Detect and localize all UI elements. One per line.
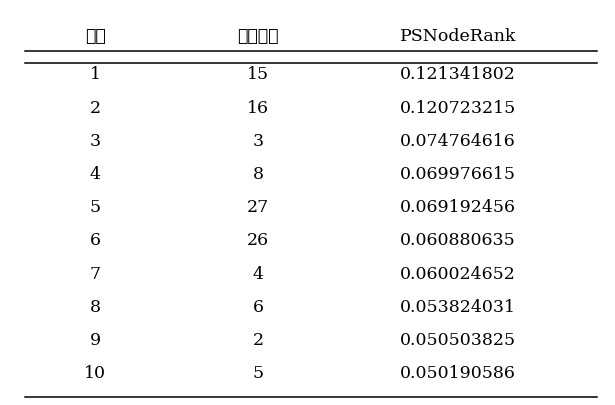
Text: 26: 26 bbox=[247, 232, 269, 249]
Text: 0.069192456: 0.069192456 bbox=[400, 199, 516, 216]
Text: 0.069976615: 0.069976615 bbox=[400, 166, 516, 183]
Text: 3: 3 bbox=[90, 133, 101, 150]
Text: PSNodeRank: PSNodeRank bbox=[400, 28, 517, 45]
Text: 1: 1 bbox=[90, 66, 101, 83]
Text: 0.050503825: 0.050503825 bbox=[400, 332, 516, 349]
Text: 15: 15 bbox=[247, 66, 269, 83]
Text: 0.060880635: 0.060880635 bbox=[400, 232, 516, 249]
Text: 0.120723215: 0.120723215 bbox=[400, 100, 517, 117]
Text: 5: 5 bbox=[253, 365, 264, 382]
Text: 0.074764616: 0.074764616 bbox=[400, 133, 516, 150]
Text: 7: 7 bbox=[90, 266, 101, 283]
Text: 0.050190586: 0.050190586 bbox=[400, 365, 516, 382]
Text: 8: 8 bbox=[253, 166, 264, 183]
Text: 6: 6 bbox=[90, 232, 101, 249]
Text: 6: 6 bbox=[253, 299, 264, 316]
Text: 3: 3 bbox=[253, 133, 264, 150]
Text: 节点编号: 节点编号 bbox=[237, 28, 279, 45]
Text: 0.053824031: 0.053824031 bbox=[400, 299, 516, 316]
Text: 8: 8 bbox=[90, 299, 101, 316]
Text: 0.121341802: 0.121341802 bbox=[400, 66, 516, 83]
Text: 27: 27 bbox=[247, 199, 269, 216]
Text: 0.060024652: 0.060024652 bbox=[400, 266, 516, 283]
Text: 4: 4 bbox=[253, 266, 264, 283]
Text: 9: 9 bbox=[90, 332, 101, 349]
Text: 4: 4 bbox=[90, 166, 101, 183]
Text: 2: 2 bbox=[253, 332, 264, 349]
Text: 10: 10 bbox=[84, 365, 106, 382]
Text: 5: 5 bbox=[90, 199, 101, 216]
Text: 2: 2 bbox=[90, 100, 101, 117]
Text: 16: 16 bbox=[247, 100, 269, 117]
Text: 排序: 排序 bbox=[85, 28, 106, 45]
